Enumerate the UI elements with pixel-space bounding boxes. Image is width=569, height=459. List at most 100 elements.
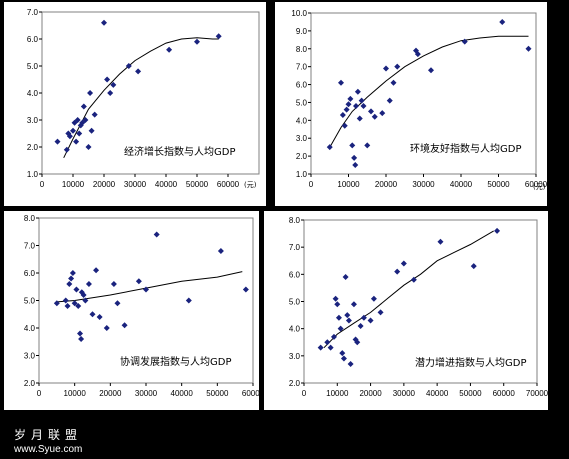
data-point (85, 144, 92, 150)
y-tick-label: 5.0 (289, 298, 301, 307)
data-point (368, 108, 374, 115)
trend-line (56, 271, 243, 303)
chart-economic-growth: 1.0 2.0 3.0 4.0 5.0 6.0 7.0 0 10000 20000 30000 400… (27, 8, 260, 189)
y-tick-label: 4.0 (296, 116, 308, 125)
data-point (383, 65, 389, 72)
x-tick-label: 10000 (337, 180, 360, 189)
watermark-url: www.Syue.com (14, 444, 83, 455)
data-point (345, 317, 352, 324)
data-point (341, 122, 348, 129)
data-point (332, 295, 339, 302)
data-point (194, 38, 200, 45)
chart-panel-environment-friendly: 1.0 2.0 3.0 4.0 5.0 6.0 7.0 8.0 9.0 10.0 0 10000 200… (275, 2, 547, 206)
data-point (337, 325, 344, 332)
series-label: 协调发展指数与人均GDP (120, 355, 231, 368)
data-point (330, 333, 337, 340)
chart-panel-potential-enhancement: 2.0 3.0 4.0 5.0 6.0 7.0 8.0 0 10000 20000 30000 400… (264, 211, 548, 410)
y-tick-label: 3.0 (24, 352, 36, 361)
data-point (339, 350, 346, 357)
data-point (324, 339, 331, 346)
data-point (390, 79, 397, 86)
data-point (470, 263, 477, 270)
y-tick-label: 9.0 (296, 27, 308, 36)
data-point (335, 314, 342, 321)
data-point (371, 113, 378, 120)
y-tick-label: 6.0 (27, 35, 39, 44)
data-point (334, 301, 341, 308)
data-point (121, 322, 128, 329)
data-point (327, 344, 334, 351)
y-tick-label: 3.0 (27, 116, 39, 125)
data-point (345, 101, 352, 108)
trend-line (63, 37, 219, 159)
x-tick-label: 30000 (124, 180, 147, 189)
x-tick-label: 20000 (93, 180, 116, 189)
data-point (63, 146, 70, 153)
data-point (326, 144, 333, 151)
y-tick-label: 6.0 (24, 269, 36, 278)
data-point (76, 130, 83, 137)
y-tick-label: 4.0 (27, 89, 39, 98)
data-point (93, 267, 100, 274)
data-point (339, 111, 346, 118)
data-point (62, 297, 69, 304)
data-point (461, 38, 468, 45)
watermark-logo: 岁月联盟 (14, 428, 83, 442)
data-point (340, 355, 347, 362)
series-label: 经济增长指数与人均GDP (124, 145, 235, 158)
data-point (494, 227, 501, 234)
data-point (75, 303, 82, 309)
data-point (215, 33, 222, 40)
chart-panel-economic-growth: 1.0 2.0 3.0 4.0 5.0 6.0 7.0 0 10000 20000 30000 400… (4, 2, 266, 206)
data-point (88, 127, 95, 134)
x-tick-label: 30000 (393, 389, 416, 398)
data-point (73, 286, 80, 293)
data-point (364, 142, 371, 149)
x-tick-label: 10000 (64, 389, 87, 398)
chart-environment-friendly: 1.0 2.0 3.0 4.0 5.0 6.0 7.0 8.0 9.0 10.0 0 10000 200… (291, 9, 547, 191)
data-point (64, 303, 71, 309)
data-point (343, 106, 350, 113)
y-tick-label: 6.0 (296, 81, 308, 90)
data-point (80, 103, 87, 110)
y-tick-label: 7.0 (27, 8, 39, 17)
y-tick-label: 2.0 (289, 379, 301, 388)
x-tick-label: 30000 (135, 389, 158, 398)
data-point (77, 330, 84, 337)
data-point (356, 115, 363, 122)
x-tick-label: 20000 (99, 389, 122, 398)
y-tick-label: 1.0 (296, 170, 308, 179)
y-tick-label: 6.0 (289, 270, 301, 279)
chart-panel-coordinated-development: 2.0 3.0 4.0 5.0 6.0 7.0 8.0 0 10000 20000 30000 400… (4, 211, 259, 410)
data-point (82, 297, 89, 304)
data-point (73, 138, 80, 145)
data-point (317, 344, 324, 351)
data-point (143, 286, 149, 293)
data-point (74, 117, 81, 123)
data-point (135, 68, 142, 75)
y-tick-label: 1.0 (27, 170, 39, 179)
x-tick-label: 0 (309, 180, 314, 189)
data-point (110, 81, 117, 88)
data-point (54, 138, 61, 145)
data-point (91, 111, 98, 118)
data-point (103, 325, 110, 331)
data-point (101, 19, 107, 26)
data-point (357, 322, 364, 329)
x-tick-label: 20000 (359, 389, 382, 398)
data-point (85, 281, 92, 287)
data-point (82, 117, 89, 123)
series-label: 潜力增进指数与人均GDP (415, 356, 526, 369)
x-unit-label: (元) (533, 183, 546, 191)
y-tick-label: 2.0 (296, 152, 308, 161)
data-point (400, 260, 407, 267)
data-point (114, 300, 121, 307)
data-point (69, 270, 76, 276)
x-tick-label: 10000 (62, 180, 85, 189)
x-tick-label: 50000 (459, 389, 482, 398)
data-point (70, 127, 76, 134)
data-point (87, 90, 94, 96)
data-point (410, 276, 417, 283)
x-tick-label: 0 (302, 389, 307, 398)
data-point (344, 312, 351, 319)
